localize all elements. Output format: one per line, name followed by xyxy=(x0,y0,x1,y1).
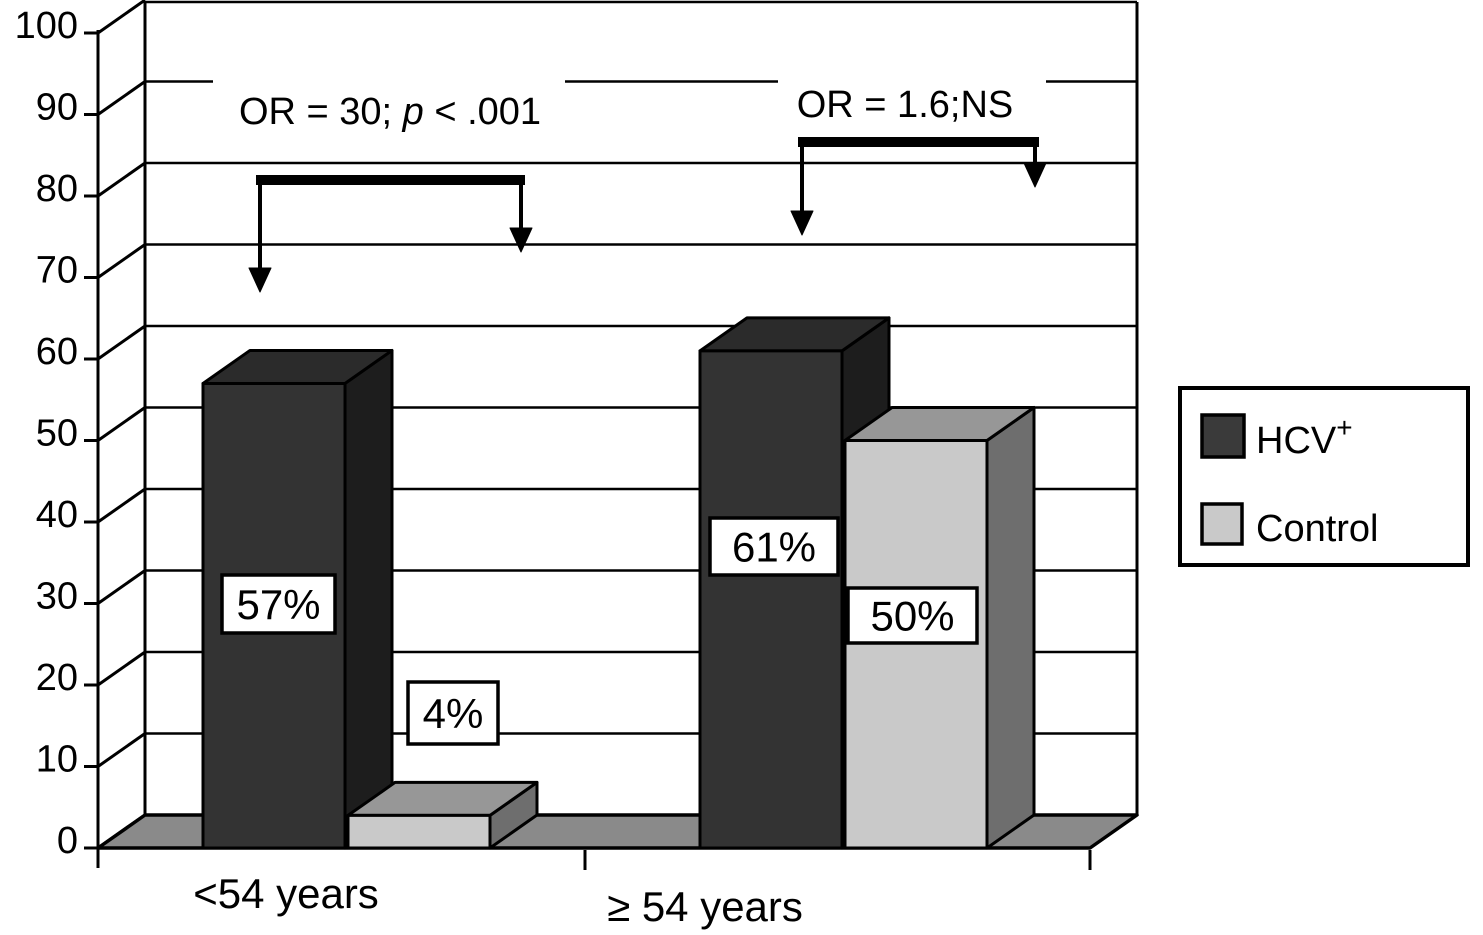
category-label-1: <54 years xyxy=(193,870,379,917)
bar-side-face xyxy=(343,348,394,850)
bar-front-face xyxy=(698,349,844,850)
annotation-text-mask xyxy=(778,76,1046,130)
value-label-box xyxy=(846,586,979,645)
value-label-Control-1: 4% xyxy=(406,680,500,746)
legend-item-Control: Control xyxy=(1200,502,1379,550)
y-tick-depth-connector xyxy=(97,0,146,35)
legend: HCV+ Control xyxy=(1178,386,1470,567)
value-labels: 57% 61% 4% 50% xyxy=(220,516,979,746)
y-tick-depth-connector xyxy=(97,406,146,442)
value-label-text: 57% xyxy=(236,581,320,628)
bracket-arrow-left xyxy=(790,210,814,236)
y-tick-label-70: 70 xyxy=(36,250,78,292)
value-label-box xyxy=(220,573,337,635)
bracket-arrow-left xyxy=(248,267,272,293)
x-axis-ticks xyxy=(583,850,1092,870)
value-label-text: 4% xyxy=(423,690,484,737)
y-tick-depth-connector xyxy=(97,487,146,524)
annotation-1: OR = 30; p < .001 xyxy=(213,80,565,293)
comparison-bracket-bar xyxy=(256,175,525,185)
value-label-text: 61% xyxy=(732,524,816,571)
annotation-text: OR = 1.6;NS xyxy=(797,84,1013,126)
annotation-text-mask xyxy=(213,80,565,135)
y-tick-label-90: 90 xyxy=(36,87,78,129)
y-tick-depth-connector xyxy=(97,161,146,198)
y-tick-depth-connector xyxy=(97,243,146,279)
annotations: OR = 30; p < .001 OR = 1.6;NS xyxy=(213,76,1047,293)
category-label-2: ≥ 54 years xyxy=(607,883,803,930)
value-label-HCV+-1: 57% xyxy=(220,573,337,635)
bar-Control-1 xyxy=(346,780,539,850)
y-tick-depth-connector xyxy=(97,650,146,687)
value-label-HCV+-2: 61% xyxy=(708,516,840,577)
bar-front-face xyxy=(346,813,492,850)
bracket-arrow-right xyxy=(509,227,533,253)
legend-swatch-HCV+ xyxy=(1200,413,1246,459)
y-tick-label-10: 10 xyxy=(36,739,78,781)
y-tick-depth-connector xyxy=(97,569,146,605)
annotation-text: OR = 30; p < .001 xyxy=(239,91,541,133)
y-axis: 0 10 20 30 40 50 60 70 80 90 100 xyxy=(15,0,146,868)
legend-item-HCV+: HCV+ xyxy=(1200,412,1353,462)
value-label-Control-2: 50% xyxy=(846,586,979,645)
y-tick-depth-connector xyxy=(97,80,146,116)
bracket-arrow-right xyxy=(1023,162,1047,188)
y-tick-label-80: 80 xyxy=(36,168,78,210)
y-tick-label-30: 30 xyxy=(36,576,78,618)
legend-label-HCV+: HCV+ xyxy=(1256,412,1353,462)
value-label-box xyxy=(406,680,500,746)
bar-side-face xyxy=(985,406,1036,850)
y-tick-label-60: 60 xyxy=(36,331,78,373)
y-tick-label-100: 100 xyxy=(15,5,78,47)
y-tick-depth-connector xyxy=(97,324,146,361)
x-axis-labels: <54 years ≥ 54 years xyxy=(193,870,803,930)
y-tick-label-50: 50 xyxy=(36,413,78,455)
value-label-box xyxy=(708,516,840,577)
y-tick-label-40: 40 xyxy=(36,494,78,536)
annotation-2: OR = 1.6;NS xyxy=(778,76,1047,236)
y-tick-label-20: 20 xyxy=(36,657,78,699)
y-tick-label-0: 0 xyxy=(57,820,78,862)
y-tick-depth-connector xyxy=(97,732,146,768)
legend-swatch-Control xyxy=(1200,502,1244,546)
value-label-text: 50% xyxy=(870,593,954,640)
legend-label-Control: Control xyxy=(1256,508,1379,550)
comparison-bracket-bar xyxy=(798,137,1039,147)
